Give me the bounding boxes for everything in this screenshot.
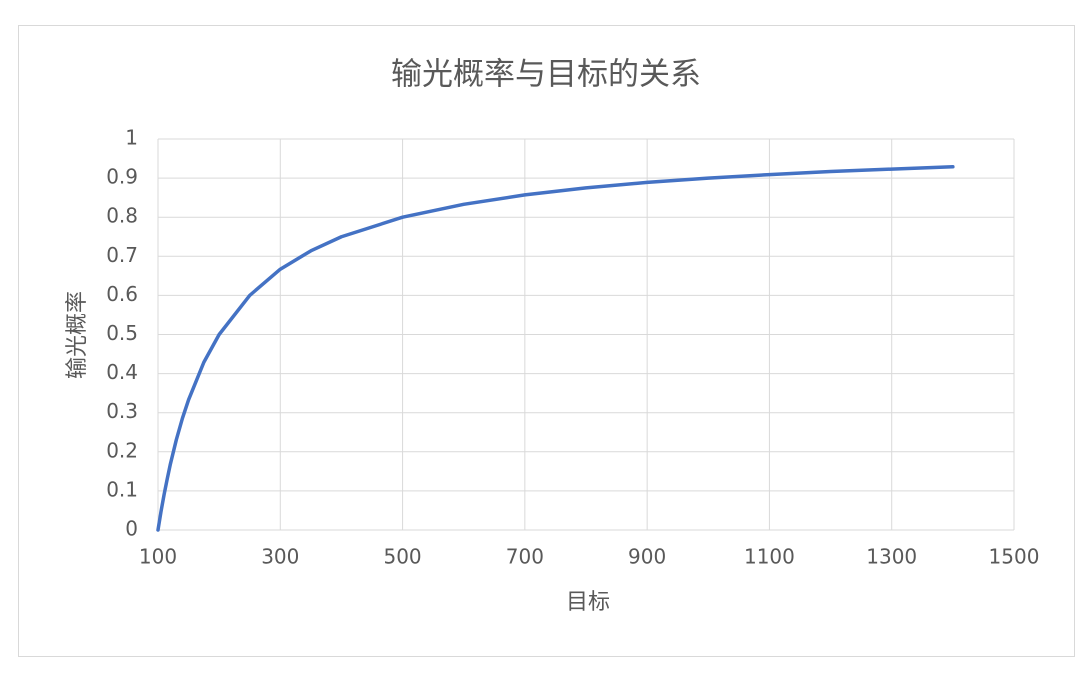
y-tick-label: 0.6 [106,282,138,306]
y-tick-label: 0.2 [106,438,138,462]
x-tick-label: 500 [383,545,421,569]
x-tick-label: 1100 [744,545,795,569]
y-tick-label: 0.9 [106,165,138,189]
chart-title: 输光概率与目标的关系 [391,57,701,93]
x-tick-label: 100 [139,545,177,569]
y-tick-label: 0.8 [106,204,138,228]
y-tick-label: 0.1 [106,477,138,501]
y-tick-label: 1 [125,126,138,150]
data-line [156,165,955,532]
y-axis-label: 输光概率 [65,291,90,379]
y-tick-label: 0.4 [106,360,138,384]
chart-frame [18,25,1075,657]
y-tick-label: 0.7 [106,243,138,267]
y-tick-label: 0.3 [106,399,138,423]
y-tick-label: 0.5 [106,321,138,345]
x-tick-label: 900 [628,545,666,569]
x-axis-label: 目标 [566,590,610,615]
x-tick-label: 300 [261,545,299,569]
y-tick-label: 0 [125,517,138,541]
x-tick-label: 700 [506,545,544,569]
x-tick-label: 1500 [989,545,1040,569]
x-tick-label: 1300 [866,545,917,569]
